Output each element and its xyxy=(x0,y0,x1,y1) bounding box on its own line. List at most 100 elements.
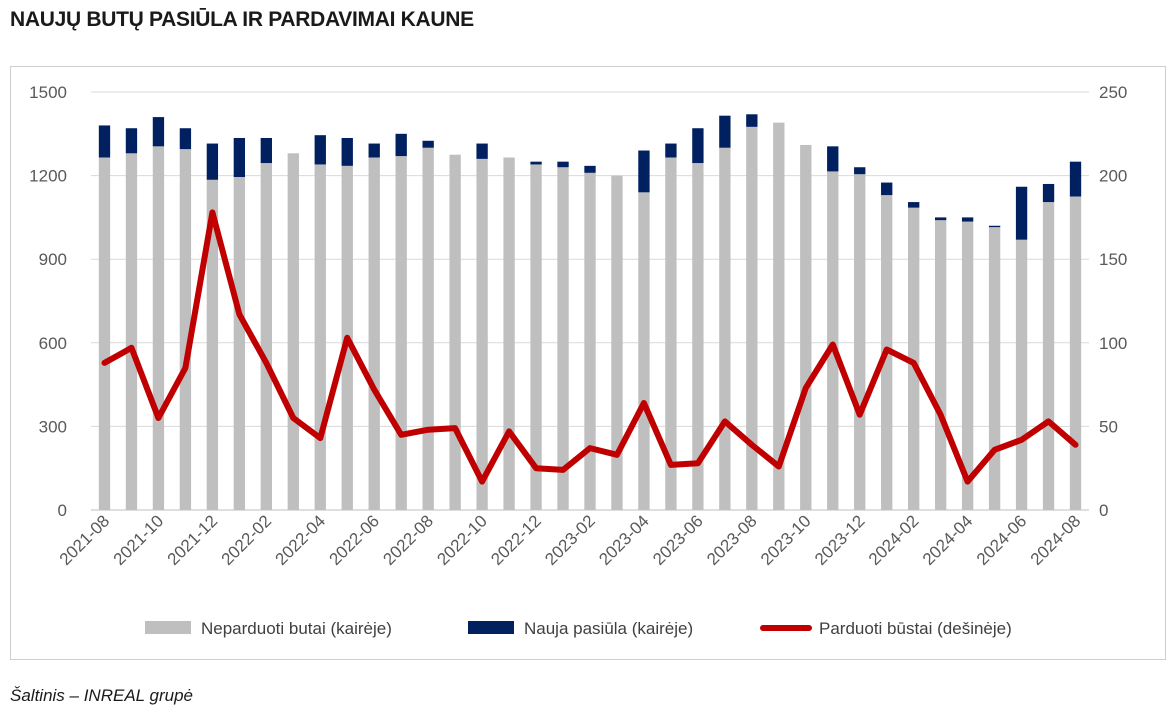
bar-new-supply xyxy=(584,165,596,173)
bar-new-supply xyxy=(854,167,866,175)
y-left-tick-label: 900 xyxy=(39,250,67,269)
bar-unsold xyxy=(125,153,138,510)
y-right-tick-label: 0 xyxy=(1099,501,1108,520)
bar-unsold xyxy=(233,176,246,510)
bars xyxy=(98,114,1082,511)
bar-new-supply xyxy=(476,143,488,159)
bar-new-supply xyxy=(98,125,111,158)
bar-unsold xyxy=(584,172,596,510)
bar-new-supply xyxy=(314,135,326,165)
y-right-tick-label: 50 xyxy=(1099,417,1118,436)
y-right-tick-label: 250 xyxy=(1099,83,1127,102)
y-left-tick-label: 600 xyxy=(39,334,67,353)
x-axis: 2021-082021-102021-122022-022022-042022-… xyxy=(56,509,1089,569)
bar-unsold xyxy=(611,175,623,510)
legend-item-unsold: Neparduoti butai (kairėje) xyxy=(145,619,392,638)
y-axis-right: 0 50 100 150 200 250 xyxy=(1099,83,1127,520)
x-tick-label: 2024-02 xyxy=(865,511,923,569)
x-tick-label: 2024-04 xyxy=(919,511,977,569)
x-tick-label: 2023-08 xyxy=(703,511,761,569)
y-right-tick-label: 200 xyxy=(1099,167,1127,186)
chart-svg: 0 300 600 900 1200 1500 0 50 100 150 200 250 2021-… xyxy=(29,83,1127,638)
legend: Neparduoti butai (kairėje) Nauja pasiūla … xyxy=(145,619,1012,638)
x-tick-label: 2024-08 xyxy=(1027,511,1085,569)
y-axis-left: 0 300 600 900 1200 1500 xyxy=(29,83,67,520)
bar-unsold xyxy=(314,164,326,510)
x-tick-label: 2024-06 xyxy=(973,511,1031,569)
bar-new-supply xyxy=(638,150,650,193)
x-tick-label: 2022-06 xyxy=(325,511,383,569)
bar-new-supply xyxy=(206,143,219,180)
legend-label: Nauja pasiūla (kairėje) xyxy=(524,619,693,638)
bar-new-supply xyxy=(233,137,246,177)
y-left-tick-label: 1200 xyxy=(29,167,67,186)
legend-swatch xyxy=(468,621,514,634)
x-tick-label: 2022-12 xyxy=(487,511,545,569)
bar-unsold xyxy=(503,157,515,510)
y-right-tick-label: 100 xyxy=(1099,334,1127,353)
bar-new-supply xyxy=(179,128,192,150)
bar-unsold xyxy=(179,149,192,511)
bar-unsold xyxy=(1069,196,1082,510)
bar-new-supply xyxy=(557,161,569,168)
x-tick-label: 2021-10 xyxy=(110,511,168,569)
bar-new-supply xyxy=(827,146,839,172)
x-tick-label: 2022-10 xyxy=(433,511,491,569)
bar-unsold xyxy=(773,122,785,511)
bar-new-supply xyxy=(665,143,677,158)
bar-unsold xyxy=(476,158,488,510)
sold-line-group xyxy=(101,209,1079,485)
x-tick-label: 2023-06 xyxy=(649,511,707,569)
bar-unsold xyxy=(665,157,677,510)
bar-unsold xyxy=(98,157,111,510)
x-tick-label: 2021-08 xyxy=(56,511,114,569)
bar-unsold xyxy=(638,192,650,510)
bar-new-supply xyxy=(692,128,704,164)
x-tick-label: 2022-04 xyxy=(272,511,330,569)
bar-unsold xyxy=(1042,202,1055,510)
y-right-tick-label: 150 xyxy=(1099,250,1127,269)
bar-unsold xyxy=(908,207,920,510)
bar-unsold xyxy=(934,220,947,511)
x-tick-label: 2023-04 xyxy=(595,511,653,569)
bar-new-supply xyxy=(422,140,434,148)
bar-unsold xyxy=(961,221,974,510)
x-tick-label: 2023-10 xyxy=(757,511,815,569)
y-left-tick-label: 1500 xyxy=(29,83,67,102)
bar-unsold xyxy=(449,154,461,510)
bar-new-supply xyxy=(988,225,1001,228)
bar-unsold xyxy=(530,164,542,510)
bar-new-supply xyxy=(152,117,165,147)
chart-frame: 0 300 600 900 1200 1500 0 50 100 150 200 250 2021-… xyxy=(10,66,1166,660)
bar-unsold xyxy=(368,157,380,510)
bar-unsold xyxy=(800,144,812,510)
y-left-tick-label: 0 xyxy=(58,501,67,520)
x-tick-label: 2023-12 xyxy=(811,511,869,569)
bar-new-supply xyxy=(719,115,731,148)
chart-title: NAUJŲ BUTŲ PASIŪLA IR PARDAVIMAI KAUNE xyxy=(10,8,474,31)
bar-unsold xyxy=(1015,239,1028,510)
bar-unsold xyxy=(395,156,407,510)
bar-new-supply xyxy=(746,114,758,127)
bar-new-supply xyxy=(881,182,893,196)
bar-new-supply xyxy=(961,217,974,222)
x-tick-label: 2023-02 xyxy=(541,511,599,569)
bar-unsold xyxy=(854,174,866,510)
x-tick-label: 2022-08 xyxy=(379,511,437,569)
bar-unsold xyxy=(260,163,272,510)
bar-new-supply xyxy=(341,137,353,166)
legend-item-sold: Parduoti būstai (dešinėje) xyxy=(760,619,1012,638)
bar-unsold xyxy=(719,147,731,510)
bar-unsold xyxy=(746,126,758,511)
bar-new-supply xyxy=(260,137,272,164)
legend-swatch xyxy=(145,621,191,634)
bar-unsold xyxy=(152,146,165,510)
bar-new-supply xyxy=(530,161,542,165)
bar-new-supply xyxy=(1042,183,1055,203)
sold-line xyxy=(101,209,1079,485)
x-tick-label: 2021-12 xyxy=(164,511,222,569)
bar-unsold xyxy=(557,167,569,510)
bar-new-supply xyxy=(908,202,920,208)
bar-new-supply xyxy=(1069,161,1082,197)
legend-label: Parduoti būstai (dešinėje) xyxy=(819,619,1012,638)
